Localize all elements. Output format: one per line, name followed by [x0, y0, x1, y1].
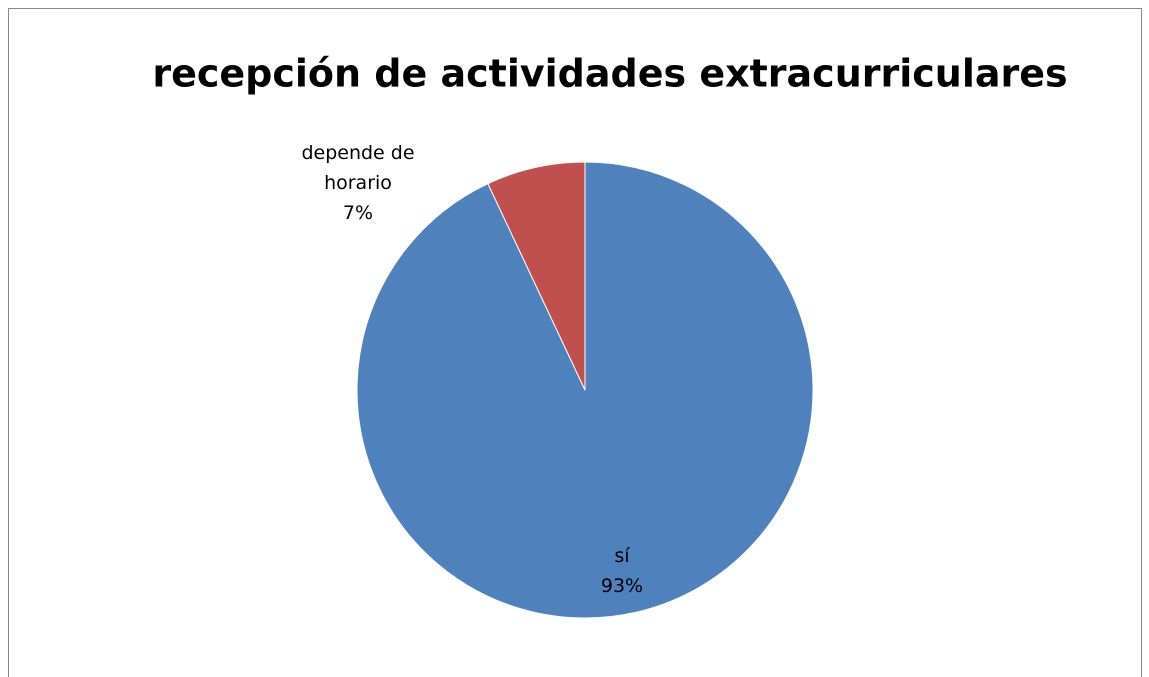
chart-title: recepción de actividades extracurricular…: [152, 52, 1067, 96]
data-label: sí 93%: [582, 541, 662, 601]
slice-category: depende de horario: [301, 142, 415, 194]
slice-value: 93%: [600, 575, 644, 597]
slice-value: 7%: [342, 202, 374, 224]
data-label: depende de horario 7%: [283, 138, 433, 228]
slice-category: sí: [614, 545, 630, 567]
pie-slice: [487, 161, 586, 391]
